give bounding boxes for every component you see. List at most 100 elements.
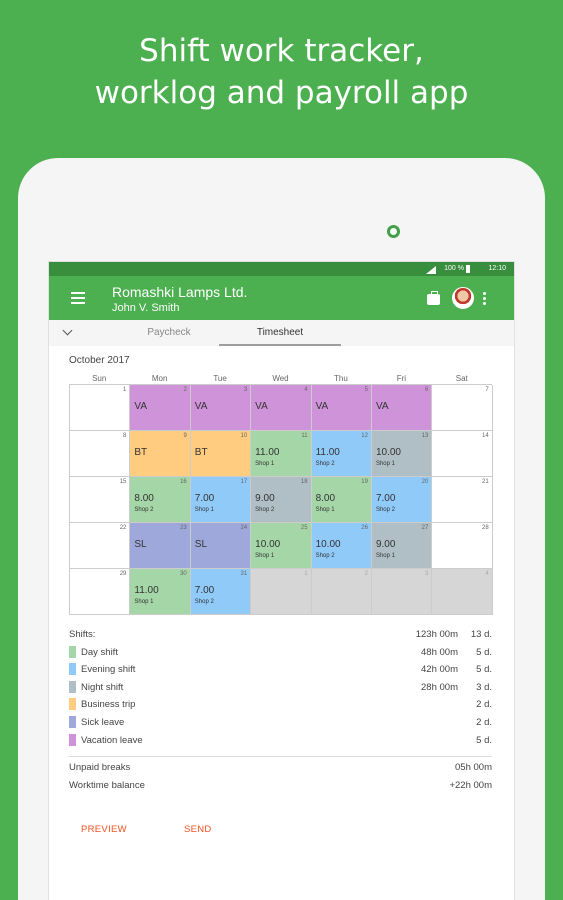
day-number: 17 (240, 479, 248, 485)
day-value: SL (194, 539, 208, 550)
menu-icon[interactable] (71, 292, 85, 304)
day-number: 3 (425, 571, 429, 577)
day-number: 10 (240, 433, 248, 439)
camera-icon (387, 225, 400, 238)
calendar-day-cell[interactable]: 22 (70, 523, 131, 569)
day-number: 5 (364, 387, 368, 393)
calendar-day-cell[interactable]: 7 (432, 385, 493, 431)
calendar-day-cell[interactable]: 27 9.00 Shop 1 (371, 523, 433, 569)
day-shop: Shop 1 (255, 553, 275, 559)
shift-type-row: Sick leave 2 d. (69, 714, 492, 732)
weekday-label: Wed (272, 374, 289, 383)
calendar-day-cell[interactable]: 11 11.00 Shop 1 (251, 431, 312, 477)
calendar-day-cell[interactable]: 21 (432, 477, 493, 523)
calendar-day-cell[interactable]: 6 VA (371, 385, 433, 431)
headline-line-2: worklog and payroll app (94, 75, 469, 111)
day-number: 1 (304, 571, 308, 577)
calendar-day-cell[interactable]: 3 (371, 569, 433, 615)
color-swatch (69, 698, 76, 711)
summary-section: Shifts: 123h 00m 13 d. Day shift 48h 00m 5… (69, 626, 492, 749)
day-value: SL (134, 539, 147, 550)
calendar-day-cell[interactable]: 3 VA (190, 385, 252, 431)
calendar-day-cell[interactable]: 5 VA (311, 385, 372, 431)
shifts-label: Shifts: (69, 629, 96, 640)
briefcase-icon[interactable] (427, 291, 440, 305)
calendar-day-cell[interactable]: 4 VA (251, 385, 312, 431)
calendar-day-cell[interactable]: 20 7.00 Shop 2 (371, 477, 433, 523)
shift-type-days: 5 d. (476, 734, 492, 746)
calendar-day-cell[interactable]: 31 7.00 Shop 2 (190, 569, 252, 615)
calendar-day-cell[interactable]: 19 8.00 Shop 1 (311, 477, 372, 523)
battery-icon (466, 265, 470, 273)
battery-percent: 100 % (444, 265, 464, 272)
calendar-day-cell[interactable]: 26 10.00 Shop 2 (311, 523, 372, 569)
day-value: 7.00 (194, 493, 215, 504)
calendar-day-cell[interactable]: 13 10.00 Shop 1 (371, 431, 433, 477)
headline-line-1: Shift work tracker, (139, 33, 424, 69)
day-number: 19 (361, 479, 368, 485)
tab-timesheet[interactable]: Timesheet (219, 320, 341, 346)
day-value: VA (375, 401, 389, 412)
calendar-day-cell[interactable]: 14 (432, 431, 493, 477)
day-value: BT (194, 447, 208, 458)
calendar-day-cell[interactable]: 10 BT (190, 431, 252, 477)
day-value: VA (134, 401, 147, 412)
day-shop: Shop 2 (255, 507, 275, 513)
send-button[interactable]: SEND (184, 824, 212, 835)
day-value: VA (315, 401, 329, 412)
shift-type-days: 2 d. (476, 716, 492, 728)
preview-button[interactable]: PREVIEW (81, 824, 127, 835)
calendar-day-cell[interactable]: 29 (70, 569, 131, 615)
shift-type-hours: 48h 00m (421, 646, 458, 658)
day-shop: Shop 1 (375, 461, 395, 467)
calendar-day-cell[interactable]: 8 (70, 431, 131, 477)
calendar-day-cell[interactable]: 23 SL (130, 523, 191, 569)
day-number: 22 (119, 525, 127, 531)
day-number: 18 (300, 479, 308, 485)
day-shop: Shop 2 (194, 599, 214, 605)
day-number: 15 (119, 479, 127, 485)
tab-paycheck[interactable]: Paycheck (147, 327, 191, 338)
day-number: 8 (123, 433, 127, 439)
calendar-day-cell[interactable]: 25 10.00 Shop 1 (251, 523, 312, 569)
calendar-day-cell[interactable]: 4 (432, 569, 493, 615)
calendar-day-cell[interactable]: 2 (311, 569, 372, 615)
day-number: 4 (304, 387, 308, 393)
day-number: 13 (421, 433, 429, 439)
day-shop: Shop 1 (134, 599, 154, 605)
day-number: 25 (300, 525, 308, 531)
calendar-day-cell[interactable]: 2 VA (130, 385, 191, 431)
calendar-day-cell[interactable]: 28 (432, 523, 493, 569)
calendar-day-cell[interactable]: 15 (70, 477, 131, 523)
calendar-day-cell[interactable]: 16 8.00 Shop 2 (130, 477, 191, 523)
calendar-day-cell[interactable]: 17 7.00 Shop 1 (190, 477, 252, 523)
shift-type-label: Business trip (81, 699, 136, 711)
day-shop: Shop 2 (375, 507, 395, 513)
day-number: 11 (301, 433, 308, 439)
weekday-label: Sun (92, 374, 107, 383)
calendar-day-cell[interactable]: 9 BT (130, 431, 191, 477)
day-number: 23 (180, 525, 187, 531)
weekday-label: Tue (213, 374, 227, 383)
avatar[interactable] (452, 287, 474, 309)
divider (69, 756, 492, 757)
calendar-day-cell[interactable]: 12 11.00 Shop 2 (311, 431, 372, 477)
day-value: 11.00 (134, 585, 159, 596)
calendar-day-cell[interactable]: 1 (70, 385, 131, 431)
calendar-day-cell[interactable]: 18 9.00 Shop 2 (251, 477, 312, 523)
day-number: 31 (240, 571, 248, 577)
day-number: 24 (240, 525, 248, 531)
chevron-down-icon[interactable] (62, 325, 73, 336)
more-vert-icon[interactable] (483, 292, 486, 307)
shift-type-hours: 28h 00m (421, 681, 458, 693)
worktime-balance-row: Worktime balance +22h 00m (69, 777, 492, 795)
calendar-day-cell[interactable]: 30 11.00 Shop 1 (130, 569, 191, 615)
shift-type-row: Evening shift 42h 00m 5 d. (69, 661, 492, 679)
company-name: Romashki Lamps Ltd. (112, 284, 248, 300)
weekday-label: Mon (151, 374, 168, 383)
calendar-day-cell[interactable]: 24 SL (190, 523, 252, 569)
app-screen: 100 % 12:10 Romashki Lamps Ltd. John V. … (49, 262, 514, 900)
calendar-day-cell[interactable]: 1 (251, 569, 312, 615)
day-number: 27 (421, 525, 429, 531)
status-bar: 100 % 12:10 (49, 262, 514, 276)
